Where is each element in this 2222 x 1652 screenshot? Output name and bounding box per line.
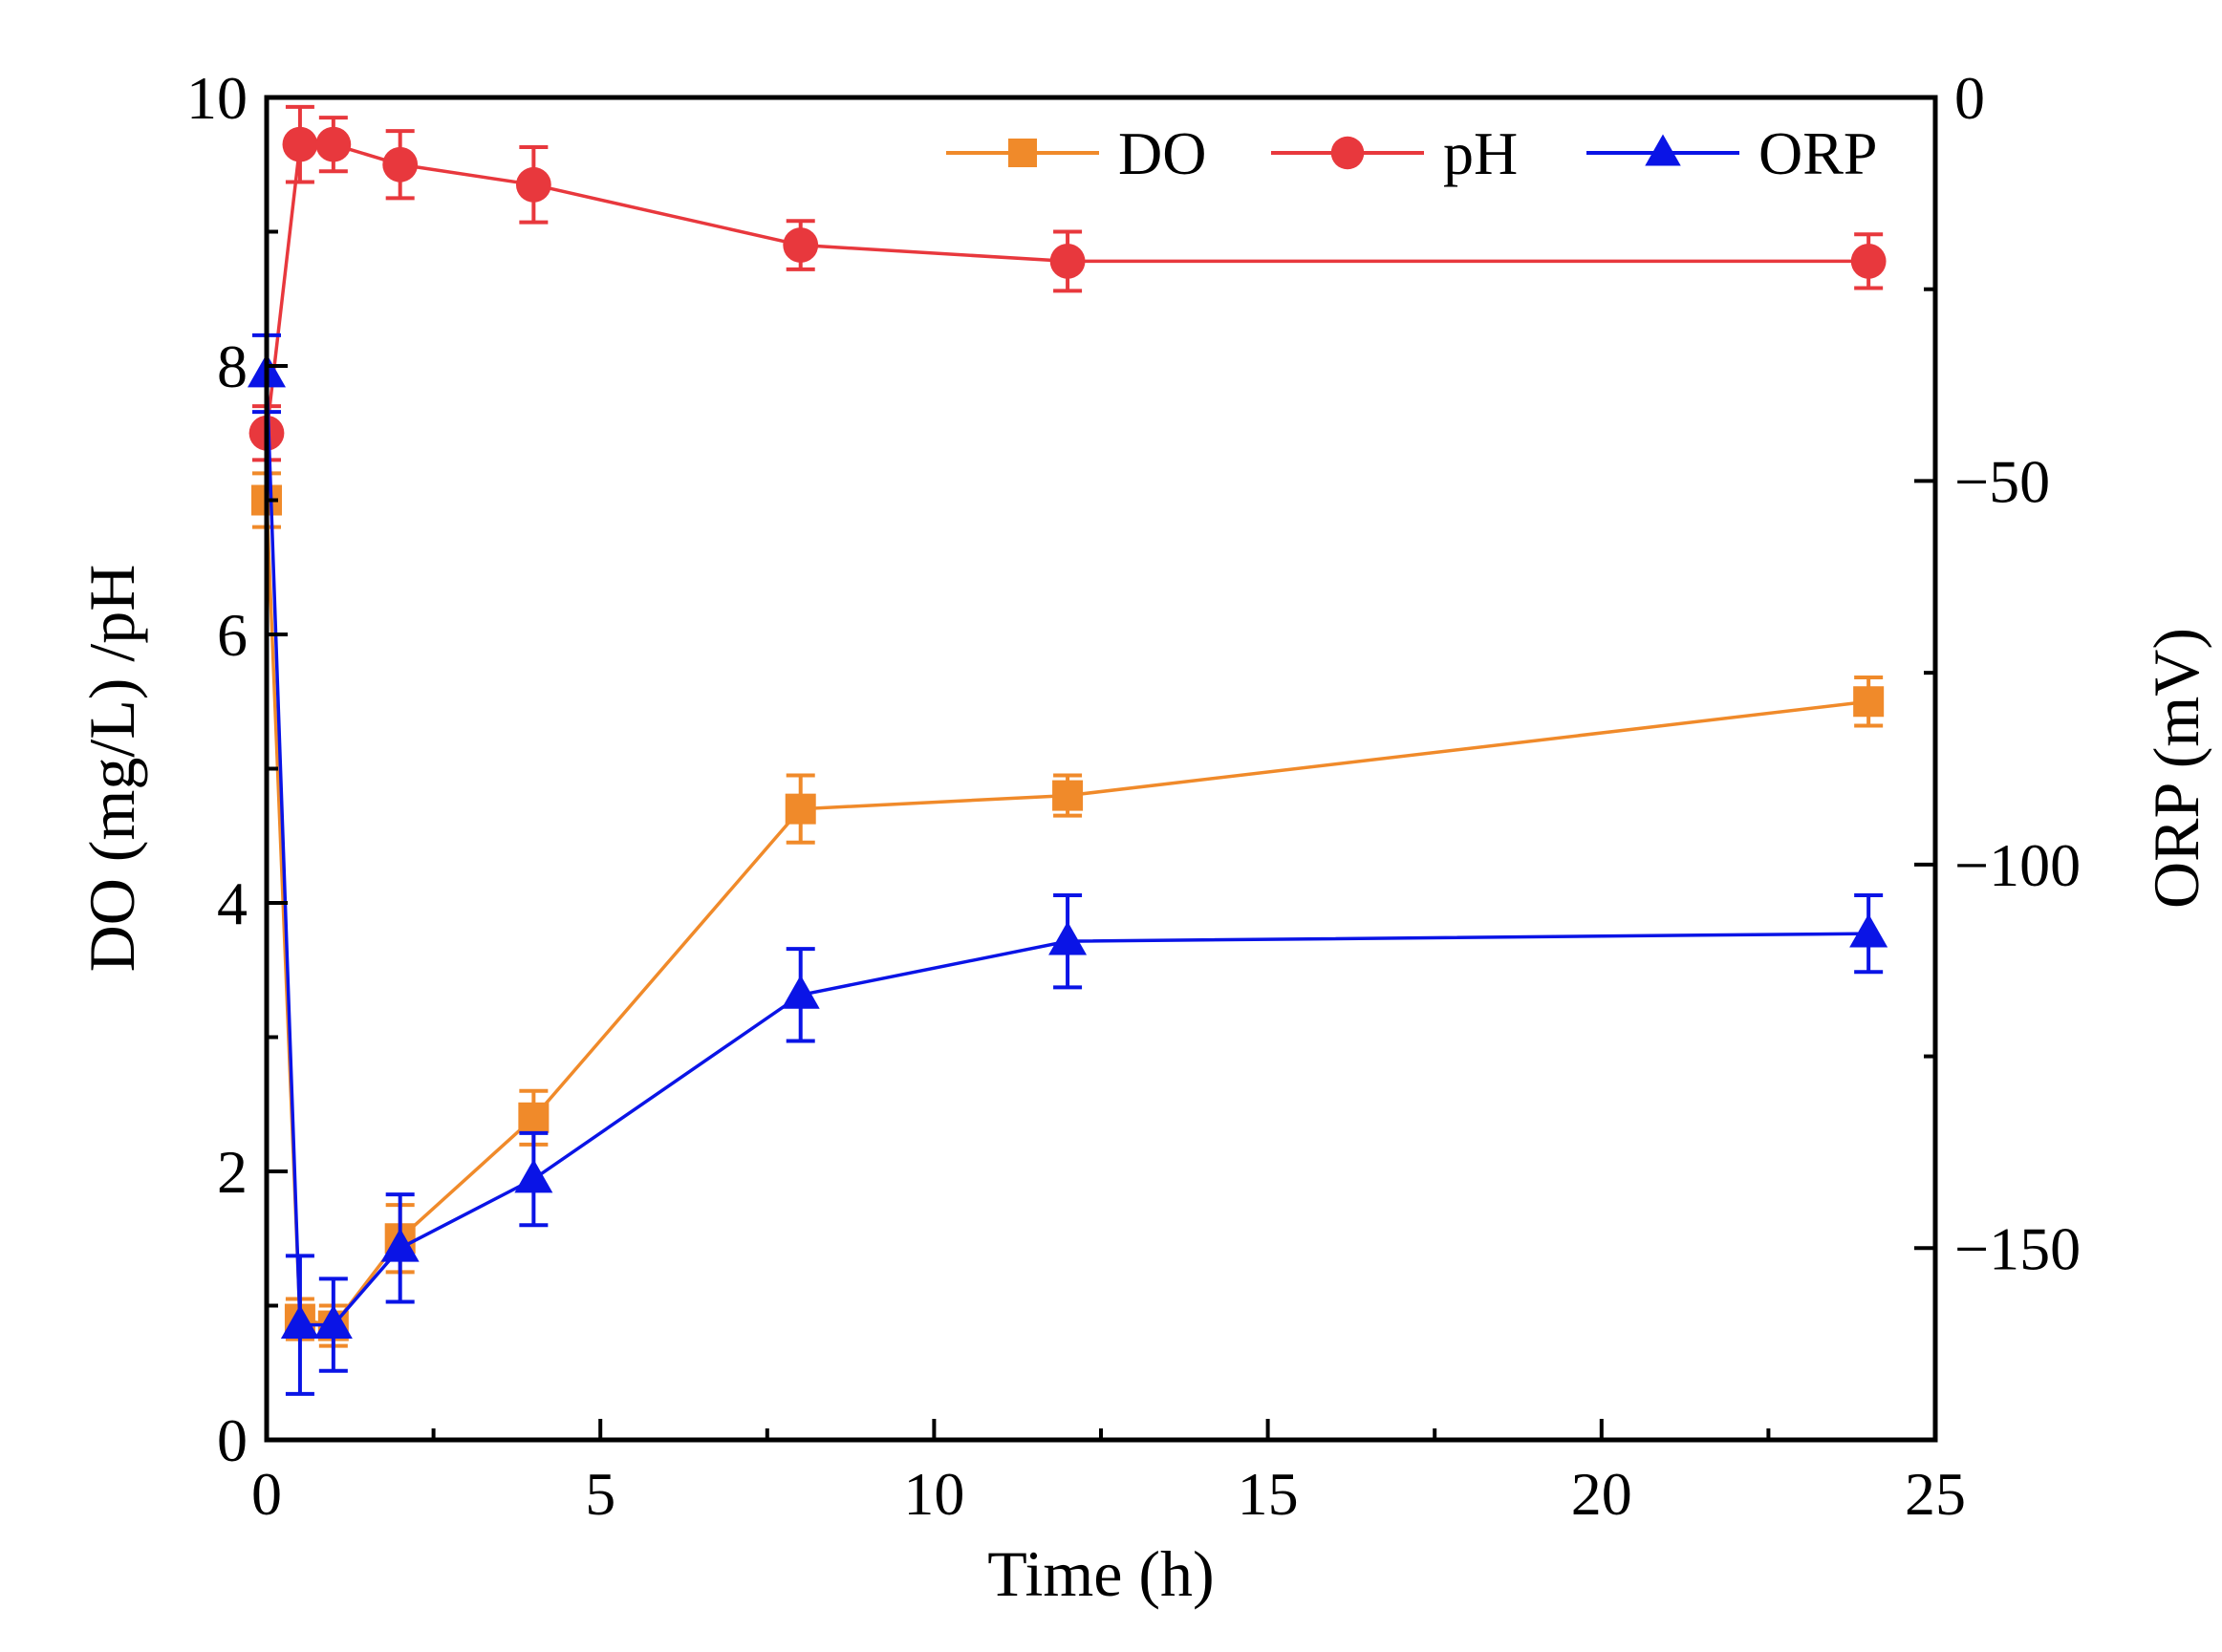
y-axis-label: DO (mg/L) /pH (76, 565, 148, 973)
y-tick-label: 4 (217, 869, 248, 937)
ph-point (282, 126, 318, 162)
y-tick-label: 0 (217, 1406, 248, 1474)
ph-point (1049, 244, 1086, 279)
ph-point (1850, 244, 1887, 279)
x-tick-label: 5 (585, 1460, 615, 1528)
series-ph (248, 104, 1887, 462)
legend-marker-do (1008, 139, 1037, 167)
do-point (1052, 780, 1084, 811)
x-tick-label: 0 (251, 1460, 282, 1528)
orp-point (1048, 921, 1088, 955)
orp-point (313, 1304, 353, 1339)
x-tick-label: 15 (1238, 1460, 1299, 1528)
do-point (1853, 686, 1885, 718)
legend-marker-orp (1645, 134, 1681, 166)
do-point (785, 793, 816, 825)
legend: DO pH ORP (946, 119, 1878, 187)
x-tick-label: 20 (1571, 1460, 1632, 1528)
ph-point (382, 146, 419, 182)
y2-tick-label: −150 (1954, 1214, 2081, 1282)
y-tick-label: 6 (217, 601, 248, 669)
orp-point (781, 975, 820, 1009)
x-axis-label: Time (h) (987, 1537, 1214, 1610)
orp-point (380, 1228, 420, 1262)
ph-point (315, 126, 352, 162)
legend-label-orp: ORP (1758, 119, 1878, 187)
do-point (518, 1102, 550, 1133)
y-tick-label: 2 (217, 1138, 248, 1206)
ph-point (515, 166, 551, 203)
y2-tick-label: −100 (1954, 831, 2081, 899)
y2-tick-label: 0 (1954, 64, 1985, 132)
y-tick-label: 8 (217, 333, 248, 400)
plot-frame (264, 95, 1938, 1443)
ph-point (783, 227, 819, 263)
y2-tick-label: −50 (1954, 447, 2050, 515)
legend-marker-ph (1330, 136, 1365, 170)
y-tick-label: 10 (186, 64, 248, 132)
legend-label-do: DO (1118, 119, 1206, 187)
y2-axis-label: ORP (mV) (2140, 628, 2212, 909)
x-tick-label: 25 (1905, 1460, 1966, 1528)
orp-point (280, 1304, 319, 1339)
orp-point (1849, 913, 1888, 948)
legend-label-ph: pH (1443, 119, 1518, 187)
series-orp (248, 333, 1888, 1396)
orp-line (265, 373, 1869, 1327)
x-tick-label: 10 (903, 1460, 964, 1528)
orp-point (514, 1159, 553, 1193)
